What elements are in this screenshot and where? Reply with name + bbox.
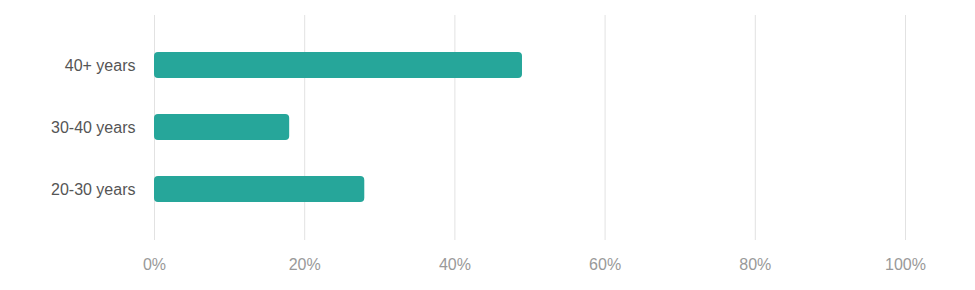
svg-text:40+ years: 40+ years [65,57,136,74]
svg-text:40%: 40% [439,256,471,273]
svg-text:100%: 100% [885,256,926,273]
svg-text:80%: 80% [739,256,771,273]
svg-text:20-30 years: 20-30 years [51,181,136,198]
svg-text:30-40 years: 30-40 years [51,119,136,136]
svg-text:60%: 60% [589,256,621,273]
svg-text:20%: 20% [289,256,321,273]
svg-text:0%: 0% [143,256,166,273]
